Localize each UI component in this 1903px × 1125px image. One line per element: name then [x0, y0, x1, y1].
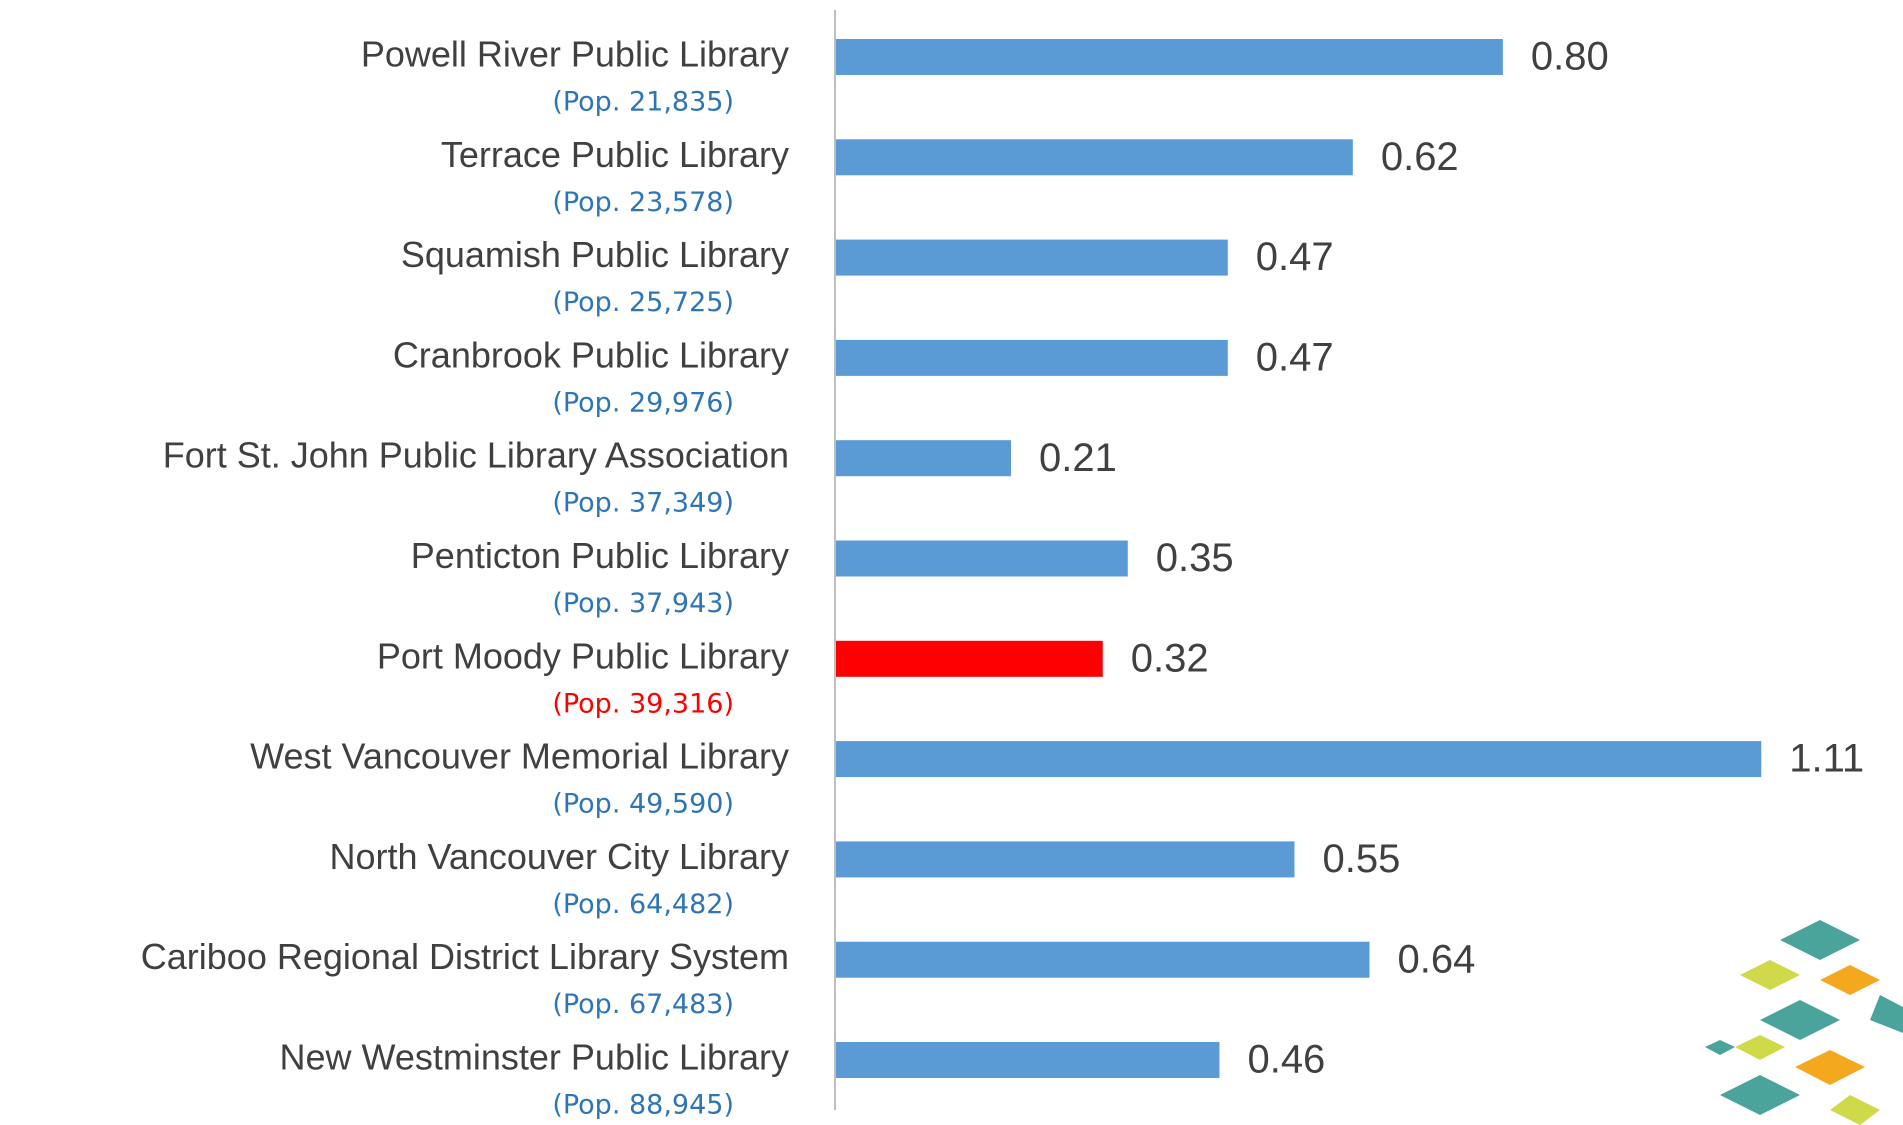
- population-label: (Pop. 21,835): [552, 87, 734, 118]
- category-label: Penticton Public Library: [411, 535, 789, 576]
- population-label: (Pop. 37,349): [552, 488, 734, 519]
- bar: [836, 741, 1762, 778]
- logo: [1705, 920, 1903, 1125]
- bar: [836, 941, 1370, 978]
- population-label: (Pop. 88,945): [552, 1090, 734, 1121]
- value-label: 0.55: [1322, 837, 1400, 881]
- category-label: Squamish Public Library: [401, 234, 789, 275]
- category-label: North Vancouver City Library: [329, 836, 789, 877]
- population-label: (Pop. 25,725): [552, 287, 734, 318]
- bar: [836, 841, 1295, 878]
- value-label: 0.80: [1531, 35, 1609, 79]
- category-label: Cranbrook Public Library: [393, 334, 789, 375]
- bar: [836, 239, 1228, 276]
- value-label: 0.47: [1256, 335, 1334, 379]
- value-label: 0.21: [1039, 436, 1117, 480]
- bar: [836, 339, 1228, 376]
- value-label: 0.46: [1247, 1038, 1325, 1082]
- category-label: Powell River Public Library: [361, 34, 789, 75]
- bar: [836, 640, 1103, 677]
- population-label: (Pop. 23,578): [552, 187, 734, 218]
- bar: [836, 139, 1353, 176]
- value-label: 0.32: [1131, 636, 1209, 680]
- category-label: Cariboo Regional District Library System: [141, 936, 789, 977]
- population-label: (Pop. 29,976): [552, 387, 734, 418]
- value-label: 0.35: [1156, 536, 1234, 580]
- population-label: (Pop. 64,482): [552, 889, 734, 920]
- population-label: (Pop. 67,483): [552, 989, 734, 1020]
- category-label: West Vancouver Memorial Library: [250, 736, 789, 777]
- bar: [836, 440, 1012, 477]
- value-label: 0.64: [1398, 937, 1476, 981]
- value-label: 0.47: [1256, 235, 1334, 279]
- population-label: (Pop. 37,943): [552, 588, 734, 619]
- bar: [836, 1042, 1220, 1078]
- category-label: Port Moody Public Library: [377, 635, 789, 676]
- bar: [836, 540, 1128, 577]
- category-label: Terrace Public Library: [441, 134, 789, 175]
- bar: [836, 39, 1503, 75]
- category-label: New Westminster Public Library: [280, 1037, 789, 1078]
- population-label: (Pop. 49,590): [552, 789, 734, 820]
- value-label: 0.62: [1381, 135, 1459, 179]
- category-label: Fort St. John Public Library Association: [163, 435, 789, 476]
- population-label: (Pop. 39,316): [552, 688, 734, 719]
- value-label: 1.11: [1789, 737, 1864, 781]
